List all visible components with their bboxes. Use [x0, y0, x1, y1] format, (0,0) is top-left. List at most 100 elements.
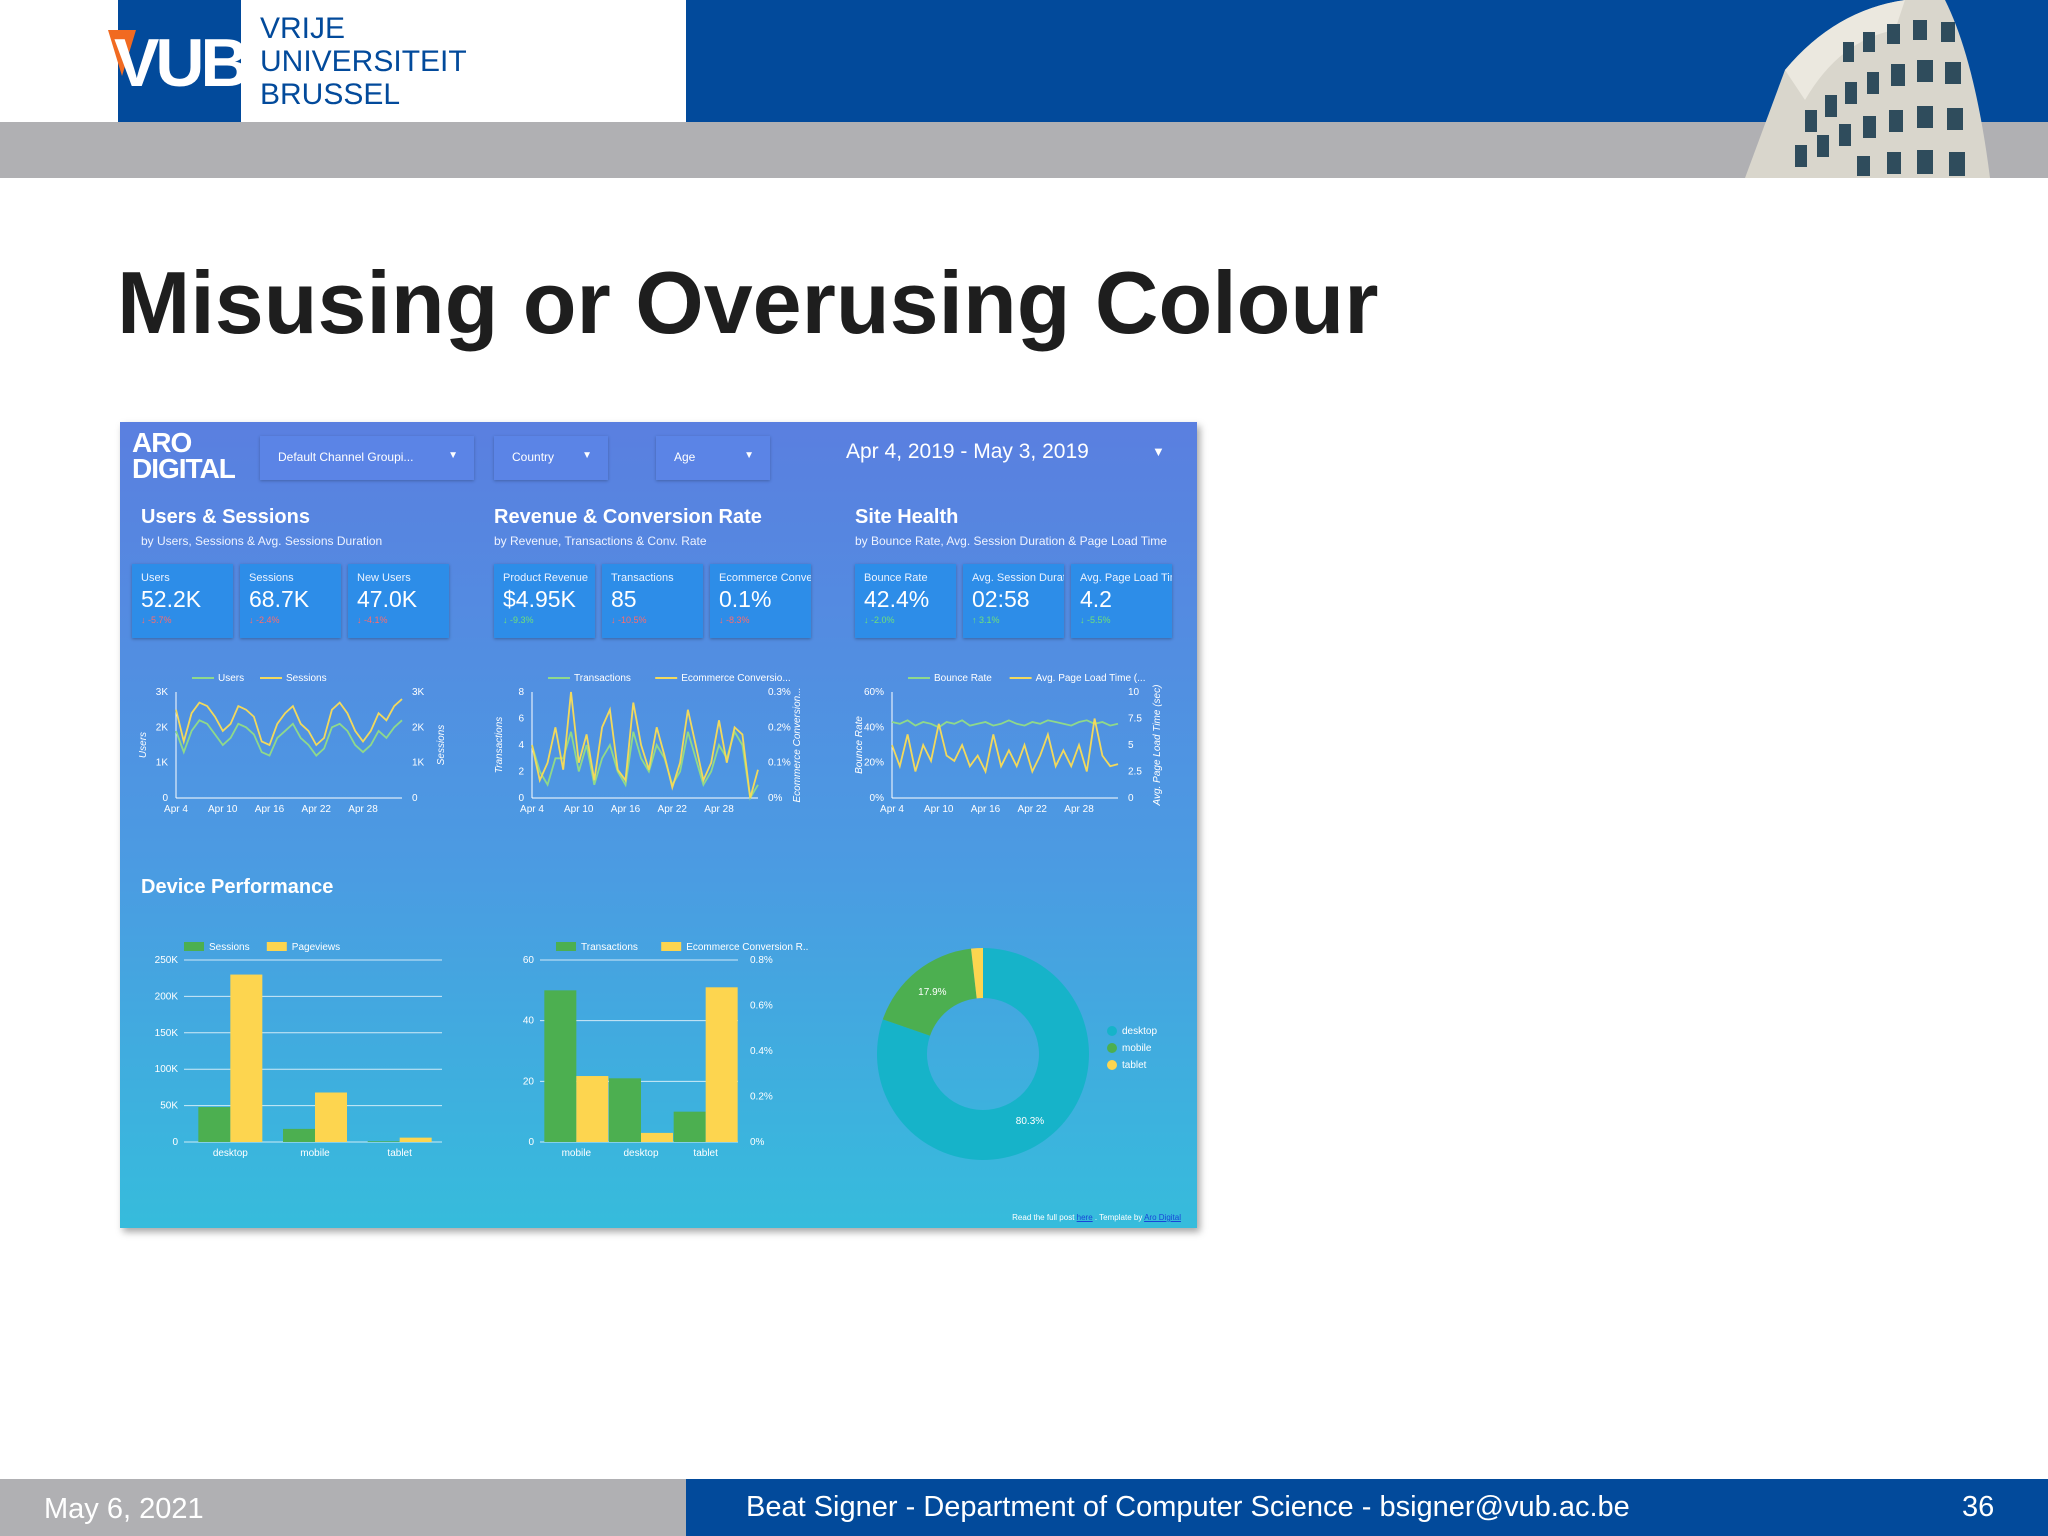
transactions-conversion-line-chart: Transactions Ecommerce Conversio... 0 2 4 6 8 0…: [488, 664, 808, 814]
y-axis-title: Bounce Rate: [854, 716, 865, 774]
y-tick-label: 250K: [155, 955, 179, 966]
chart-svg: Bounce Rate Avg. Page Load Time (... 0% 20%…: [854, 673, 1163, 814]
chevron-down-icon: ▼: [448, 450, 458, 461]
y-tick-label: 200K: [155, 991, 179, 1002]
chart-svg: Transactions Ecommerce Conversion R... 0 20…: [523, 942, 808, 1159]
header-grey-band: [0, 122, 2048, 178]
chart-svg: 80.3% 17.9% desktop mobile tablet: [877, 948, 1157, 1160]
slice-label: 17.9%: [918, 987, 946, 998]
slice-mobile: [882, 948, 977, 1036]
device-performance-title: Device Performance: [141, 876, 334, 898]
device-share-donut-chart: 80.3% 17.9% desktop mobile tablet: [848, 922, 1188, 1172]
legend-label: Users: [218, 673, 244, 684]
legend-swatch: [266, 942, 287, 951]
channel-filter-dropdown[interactable]: Default Channel Groupi... ▼: [260, 436, 474, 480]
y2-tick-label: 0%: [768, 793, 783, 804]
y-tick-label: 2: [518, 767, 524, 778]
y2-axis-title: Avg. Page Load Time (sec): [1152, 685, 1163, 807]
age-filter-dropdown[interactable]: Age ▼: [656, 436, 770, 480]
x-tick-label: tablet: [387, 1148, 412, 1159]
slide-title: Misusing or Overusing Colour: [117, 253, 1379, 352]
x-tick-label: desktop: [623, 1148, 658, 1159]
page-number: 36: [1962, 1491, 1995, 1523]
y-tick-label: 60: [523, 955, 535, 966]
country-filter-dropdown[interactable]: Country ▼: [494, 436, 608, 480]
scorecard-sessions: Sessions 68.7K ↓ -2.4%: [240, 564, 341, 638]
series-line: [531, 691, 759, 799]
y-tick-label: 20%: [864, 758, 884, 769]
x-tick-label: Apr 10: [924, 804, 954, 814]
scorecard-bounce-rate: Bounce Rate 42.4% ↓ -2.0%: [855, 564, 956, 638]
chart-svg: Transactions Ecommerce Conversio... 0 2 4 6 8 0…: [494, 673, 803, 814]
y2-tick-label: 10: [1128, 687, 1140, 698]
y-tick-label: 100K: [155, 1064, 179, 1075]
university-name: VRIJE UNIVERSITEIT BRUSSEL: [260, 12, 467, 111]
x-tick-label: Apr 22: [658, 804, 688, 814]
legend-swatch: [556, 942, 576, 951]
y-tick-label: 3K: [156, 687, 169, 698]
scorecard-ecommerce-conversion: Ecommerce Conversion Rate 0.1% ↓ -8.3%: [710, 564, 811, 638]
y2-tick-label: 1K: [412, 758, 425, 769]
building-photo-icon: [1745, 0, 1990, 178]
legend-dot: [1107, 1060, 1117, 1070]
legend-label: Avg. Page Load Time (...: [1036, 673, 1146, 684]
bar-sessions-tablet: [367, 1141, 400, 1142]
legend-dot: [1107, 1043, 1117, 1053]
y-tick-label: 0: [518, 793, 524, 804]
footer-date: May 6, 2021: [44, 1493, 204, 1525]
legend-label: Sessions: [209, 942, 250, 953]
x-tick-label: mobile: [562, 1148, 592, 1159]
device-transactions-conversion-bar-chart: Transactions Ecommerce Conversion R... 0 20…: [488, 922, 808, 1172]
x-tick-label: Apr 10: [564, 804, 594, 814]
y2-tick-label: 2.5: [1128, 767, 1142, 778]
legend-dot: [1107, 1026, 1117, 1036]
x-tick-label: Apr 16: [611, 804, 641, 814]
y2-axis-title: Ecommerce Conversion...: [792, 687, 803, 802]
x-tick-label: Apr 28: [704, 804, 734, 814]
y-axis-title: Users: [138, 732, 149, 758]
device-sessions-pageviews-bar-chart: Sessions Pageviews 0 50K 100K 150K 200K 250K des…: [132, 922, 452, 1172]
chevron-down-icon[interactable]: ▼: [1152, 444, 1165, 459]
post-link[interactable]: here: [1076, 1213, 1093, 1222]
y2-tick-label: 0.8%: [750, 955, 773, 966]
users-sessions-line-chart: Users Sessions 0 1K 2K 3K 0 1K 2K 3K Apr 4 Apr 10 Ap…: [132, 664, 452, 814]
y-tick-label: 60%: [864, 687, 884, 698]
series-line: [891, 718, 1119, 775]
date-range-selector[interactable]: Apr 4, 2019 - May 3, 2019: [846, 440, 1089, 463]
x-tick-label: Apr 10: [208, 804, 238, 814]
legend-label: mobile: [1122, 1043, 1152, 1054]
aro-digital-logo: ARO DIGITAL: [132, 427, 236, 484]
y2-tick-label: 3K: [412, 687, 425, 698]
x-tick-label: Apr 16: [255, 804, 285, 814]
y-tick-label: 0: [162, 793, 168, 804]
chevron-down-icon: ▼: [744, 450, 754, 461]
legend-label: Bounce Rate: [934, 673, 992, 684]
x-tick-label: Apr 4: [164, 804, 188, 814]
bar-transactions-desktop: [609, 1078, 641, 1142]
y2-tick-label: 0.2%: [768, 722, 791, 733]
series-line: [531, 729, 759, 801]
bar-sessions-mobile: [283, 1128, 315, 1142]
y-tick-label: 50K: [160, 1101, 178, 1112]
aro-digital-link[interactable]: Aro Digital: [1144, 1213, 1181, 1222]
bar-second-series-desktop: [230, 974, 263, 1142]
legend-label: Sessions: [286, 673, 327, 684]
slice-desktop: [877, 948, 1089, 1160]
series-line: [891, 719, 1119, 729]
section-title-users-sessions: Users & Sessions: [141, 506, 310, 528]
y2-tick-label: 2K: [412, 722, 425, 733]
bar-transactions-mobile: [544, 990, 577, 1142]
section-subtitle-site-health: by Bounce Rate, Avg. Session Duration & …: [855, 534, 1167, 548]
x-tick-label: tablet: [693, 1148, 718, 1159]
legend-label: Pageviews: [292, 942, 340, 953]
footer-author: Beat Signer - Department of Computer Sci…: [746, 1491, 1630, 1523]
legend-swatch: [661, 942, 682, 951]
y-tick-label: 40%: [864, 722, 884, 733]
footer-blue-band: [686, 1479, 2048, 1536]
y2-tick-label: 0.6%: [750, 1001, 773, 1012]
x-tick-label: Apr 28: [1064, 804, 1094, 814]
x-tick-label: Apr 22: [1018, 804, 1048, 814]
y-tick-label: 0%: [870, 793, 885, 804]
analytics-dashboard-screenshot: ARO DIGITAL Default Channel Groupi... ▼ C…: [120, 422, 1197, 1228]
